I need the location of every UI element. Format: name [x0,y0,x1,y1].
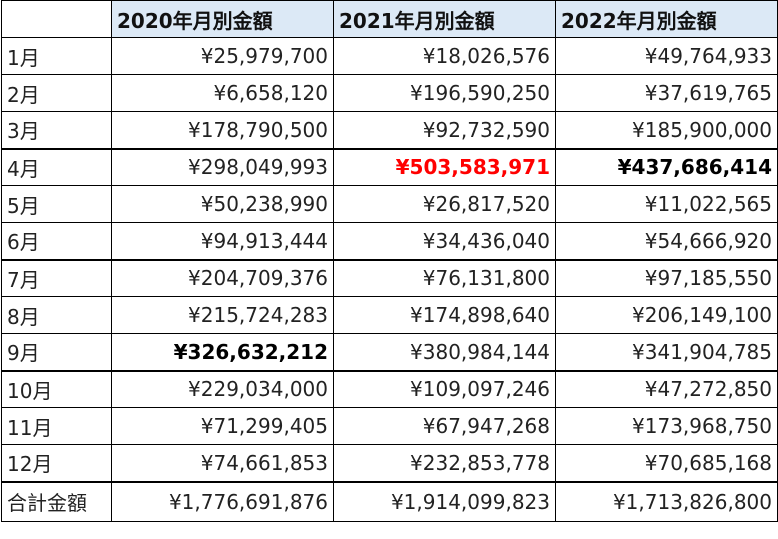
column-header-2021[interactable]: 2021年月別金額 [333,0,556,38]
table-row: 3月 ¥178,790,500 ¥92,732,590 ¥185,900,000 [1,111,778,150]
table-row: 5月 ¥50,238,990 ¥26,817,520 ¥11,022,565 [1,185,778,223]
amount-cell-2021[interactable]: ¥380,984,144 [333,333,556,372]
month-label[interactable]: 12月 [1,444,112,483]
amount-cell-2021[interactable]: ¥76,131,800 [333,259,556,297]
month-label[interactable]: 5月 [1,185,112,223]
amount-cell-2022[interactable]: ¥173,968,750 [555,407,778,445]
table-row: 2月 ¥6,658,120 ¥196,590,250 ¥37,619,765 [1,74,778,112]
amount-cell-2022[interactable]: ¥97,185,550 [555,259,778,297]
amount-cell-2022[interactable]: ¥11,022,565 [555,185,778,223]
month-label[interactable]: 6月 [1,222,112,261]
corner-cell[interactable] [1,0,112,38]
amount-cell-2021[interactable]: ¥196,590,250 [333,74,556,112]
amount-cell-2020[interactable]: ¥94,913,444 [111,222,334,261]
amount-cell-2022[interactable]: ¥341,904,785 [555,333,778,372]
header-row: 2020年月別金額 2021年月別金額 2022年月別金額 [1,0,778,38]
amount-cell-2021[interactable]: ¥174,898,640 [333,296,556,334]
amount-cell-2020[interactable]: ¥71,299,405 [111,407,334,445]
amount-cell-2020[interactable]: ¥298,049,993 [111,148,334,186]
amount-cell-2022[interactable]: ¥54,666,920 [555,222,778,261]
month-label[interactable]: 1月 [1,37,112,75]
amount-cell-2020[interactable]: ¥25,979,700 [111,37,334,75]
total-label[interactable]: 合計金額 [1,481,112,522]
amount-cell-2020[interactable]: ¥204,709,376 [111,259,334,297]
table-row: 10月 ¥229,034,000 ¥109,097,246 ¥47,272,85… [1,370,778,408]
month-label[interactable]: 10月 [1,370,112,408]
amount-cell-2022-highlight[interactable]: ¥437,686,414 [555,148,778,186]
amount-cell-2021[interactable]: ¥92,732,590 [333,111,556,150]
month-label[interactable]: 9月 [1,333,112,372]
amount-cell-2020[interactable]: ¥50,238,990 [111,185,334,223]
table-row: 4月 ¥298,049,993 ¥503,583,971 ¥437,686,41… [1,148,778,186]
table-row: 6月 ¥94,913,444 ¥34,436,040 ¥54,666,920 [1,222,778,261]
column-header-2022[interactable]: 2022年月別金額 [555,0,778,38]
table-row: 8月 ¥215,724,283 ¥174,898,640 ¥206,149,10… [1,296,778,334]
amount-cell-2022[interactable]: ¥47,272,850 [555,370,778,408]
amount-cell-2022[interactable]: ¥37,619,765 [555,74,778,112]
amount-cell-2021[interactable]: ¥18,026,576 [333,37,556,75]
amount-cell-2021[interactable]: ¥34,436,040 [333,222,556,261]
monthly-amount-table: 2020年月別金額 2021年月別金額 2022年月別金額 1月 ¥25,979… [1,0,778,522]
amount-cell-2022[interactable]: ¥206,149,100 [555,296,778,334]
amount-cell-2020[interactable]: ¥178,790,500 [111,111,334,150]
month-label[interactable]: 7月 [1,259,112,297]
column-header-2020[interactable]: 2020年月別金額 [111,0,334,38]
month-label[interactable]: 3月 [1,111,112,150]
amount-cell-2020-highlight[interactable]: ¥326,632,212 [111,333,334,372]
amount-cell-2022[interactable]: ¥49,764,933 [555,37,778,75]
table-row: 9月 ¥326,632,212 ¥380,984,144 ¥341,904,78… [1,333,778,372]
table-row: 1月 ¥25,979,700 ¥18,026,576 ¥49,764,933 [1,37,778,75]
amount-cell-2020[interactable]: ¥215,724,283 [111,296,334,334]
total-row: 合計金額 ¥1,776,691,876 ¥1,914,099,823 ¥1,71… [1,481,778,522]
month-label[interactable]: 2月 [1,74,112,112]
table-row: 7月 ¥204,709,376 ¥76,131,800 ¥97,185,550 [1,259,778,297]
total-cell-2022[interactable]: ¥1,713,826,800 [555,481,778,522]
month-label[interactable]: 8月 [1,296,112,334]
amount-cell-2020[interactable]: ¥6,658,120 [111,74,334,112]
amount-cell-2020[interactable]: ¥229,034,000 [111,370,334,408]
amount-cell-2021[interactable]: ¥26,817,520 [333,185,556,223]
amount-cell-2021[interactable]: ¥109,097,246 [333,370,556,408]
amount-cell-2021[interactable]: ¥67,947,268 [333,407,556,445]
month-label[interactable]: 4月 [1,148,112,186]
amount-cell-2022[interactable]: ¥70,685,168 [555,444,778,483]
table-row: 12月 ¥74,661,853 ¥232,853,778 ¥70,685,168 [1,444,778,483]
table-row: 11月 ¥71,299,405 ¥67,947,268 ¥173,968,750 [1,407,778,445]
month-label[interactable]: 11月 [1,407,112,445]
amount-cell-2021-highlight[interactable]: ¥503,583,971 [333,148,556,186]
amount-cell-2022[interactable]: ¥185,900,000 [555,111,778,150]
amount-cell-2020[interactable]: ¥74,661,853 [111,444,334,483]
total-cell-2021[interactable]: ¥1,914,099,823 [333,481,556,522]
total-cell-2020[interactable]: ¥1,776,691,876 [111,481,334,522]
amount-cell-2021[interactable]: ¥232,853,778 [333,444,556,483]
